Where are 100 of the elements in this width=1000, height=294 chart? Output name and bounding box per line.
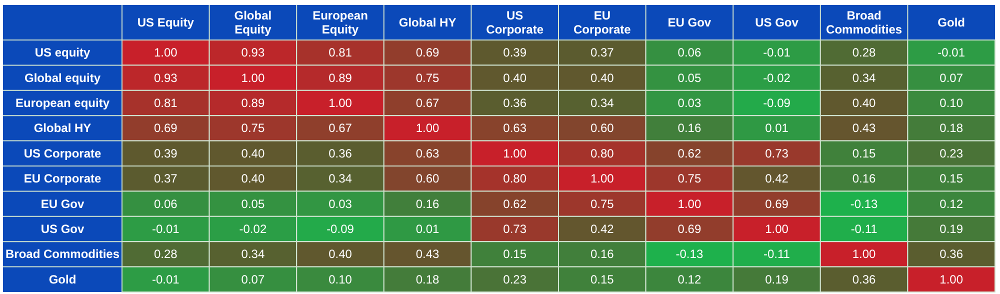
data-label: -0.13: [850, 196, 878, 211]
data-label: 0.37: [154, 172, 178, 186]
data-label: 0.75: [590, 196, 614, 211]
data-label: 0.40: [241, 146, 265, 160]
data-label: 0.62: [503, 196, 527, 211]
data-label: 0.16: [678, 121, 702, 136]
data-label: -0.02: [239, 222, 267, 236]
x-tick-label: EU Gov: [668, 16, 712, 30]
data-label: 0.80: [590, 146, 614, 160]
data-label: 0.81: [328, 46, 352, 60]
y-tick-label: EU Gov: [40, 196, 84, 211]
data-label: 0.18: [416, 272, 440, 286]
data-label: 0.39: [154, 146, 178, 160]
data-label: 0.63: [416, 146, 440, 160]
data-label: 0.60: [416, 172, 440, 186]
data-label: 0.16: [852, 172, 876, 186]
data-label: 1.00: [241, 70, 265, 85]
data-label: 0.28: [154, 247, 178, 262]
data-label: 1.00: [503, 146, 527, 160]
data-label: -0.11: [850, 222, 878, 236]
y-tick-label: EU Corporate: [24, 172, 102, 186]
data-label: 0.67: [328, 121, 352, 136]
data-label: 0.40: [241, 172, 265, 186]
x-tick-label: US Equity: [137, 16, 194, 30]
x-tick-label: US Corporate: [486, 8, 544, 36]
data-label: 0.28: [852, 46, 876, 60]
data-label: 0.19: [765, 272, 789, 286]
data-label: 0.43: [852, 121, 876, 136]
data-label: 0.12: [940, 196, 964, 211]
data-label: -0.09: [763, 96, 791, 110]
data-label: 0.93: [241, 46, 265, 60]
data-label: 0.93: [154, 70, 178, 85]
data-label: 1.00: [940, 272, 964, 286]
data-label: 0.37: [590, 46, 614, 60]
data-label: 0.73: [765, 146, 789, 160]
y-tick-label: Gold: [48, 272, 76, 286]
data-label: 0.75: [241, 121, 265, 136]
data-label: 0.69: [154, 121, 178, 136]
data-label: 0.80: [503, 172, 527, 186]
data-label: 0.81: [154, 96, 178, 110]
data-label: 0.10: [328, 272, 352, 286]
data-label: 0.34: [590, 96, 614, 110]
data-label: 0.36: [503, 96, 527, 110]
data-label: 0.01: [416, 222, 440, 236]
data-label: -0.09: [326, 222, 354, 236]
data-label: 1.00: [154, 46, 178, 60]
data-label: 0.69: [416, 46, 440, 60]
data-label: 0.89: [328, 70, 352, 85]
data-label: -0.01: [763, 46, 791, 60]
y-tick-label: Global equity: [24, 70, 101, 85]
data-label: 0.34: [328, 172, 352, 186]
y-tick-label: Broad Commodities: [5, 247, 120, 262]
data-label: 0.06: [678, 46, 702, 60]
data-label: 0.34: [241, 247, 265, 262]
data-label: -0.13: [676, 247, 704, 262]
data-label: 0.15: [503, 247, 527, 262]
data-label: 0.69: [678, 222, 702, 236]
data-label: 0.05: [678, 70, 702, 85]
y-tick-label: US Corporate: [24, 146, 102, 160]
data-label: 0.19: [940, 222, 964, 236]
data-label: 0.06: [154, 196, 178, 211]
data-label: 0.75: [678, 172, 702, 186]
data-label: 1.00: [678, 196, 702, 211]
data-label: 1.00: [590, 172, 614, 186]
data-label: 0.34: [852, 70, 876, 85]
data-label: 0.89: [241, 96, 265, 110]
data-label: 0.39: [503, 46, 527, 60]
data-label: 0.42: [765, 172, 789, 186]
data-label: 0.40: [590, 70, 614, 85]
x-tick-label: EU Corporate: [573, 8, 632, 36]
data-label: 0.69: [765, 196, 789, 211]
x-tick-label: Gold: [938, 16, 966, 30]
data-label: 0.67: [416, 96, 440, 110]
data-label: 0.10: [940, 96, 964, 110]
x-tick-label: Global HY: [398, 16, 456, 30]
data-label: 1.00: [416, 121, 440, 136]
x-tick-label: European Equity: [312, 8, 368, 36]
data-label: 0.23: [940, 146, 964, 160]
data-label: 0.16: [416, 196, 440, 211]
data-label: 0.36: [852, 272, 876, 286]
data-label: 0.75: [416, 70, 440, 85]
data-label: -0.01: [152, 272, 180, 286]
y-tick-label: Global HY: [34, 121, 92, 136]
data-label: 0.43: [416, 247, 440, 262]
data-label: 0.03: [328, 196, 352, 211]
data-label: 0.16: [590, 247, 614, 262]
data-label: 0.15: [940, 172, 964, 186]
data-label: 0.42: [590, 222, 614, 236]
data-label: 0.62: [678, 146, 702, 160]
data-label: 0.40: [503, 70, 527, 85]
y-tick-label: US equity: [34, 46, 90, 60]
data-label: 0.36: [328, 146, 352, 160]
data-label: 0.63: [503, 121, 527, 136]
data-label: 0.36: [940, 247, 964, 262]
data-label: 1.00: [328, 96, 352, 110]
x-tick-label: US Gov: [755, 16, 799, 30]
data-label: 0.05: [241, 196, 265, 211]
data-label: -0.01: [152, 222, 180, 236]
data-label: 0.23: [503, 272, 527, 286]
data-label: 0.18: [940, 121, 964, 136]
